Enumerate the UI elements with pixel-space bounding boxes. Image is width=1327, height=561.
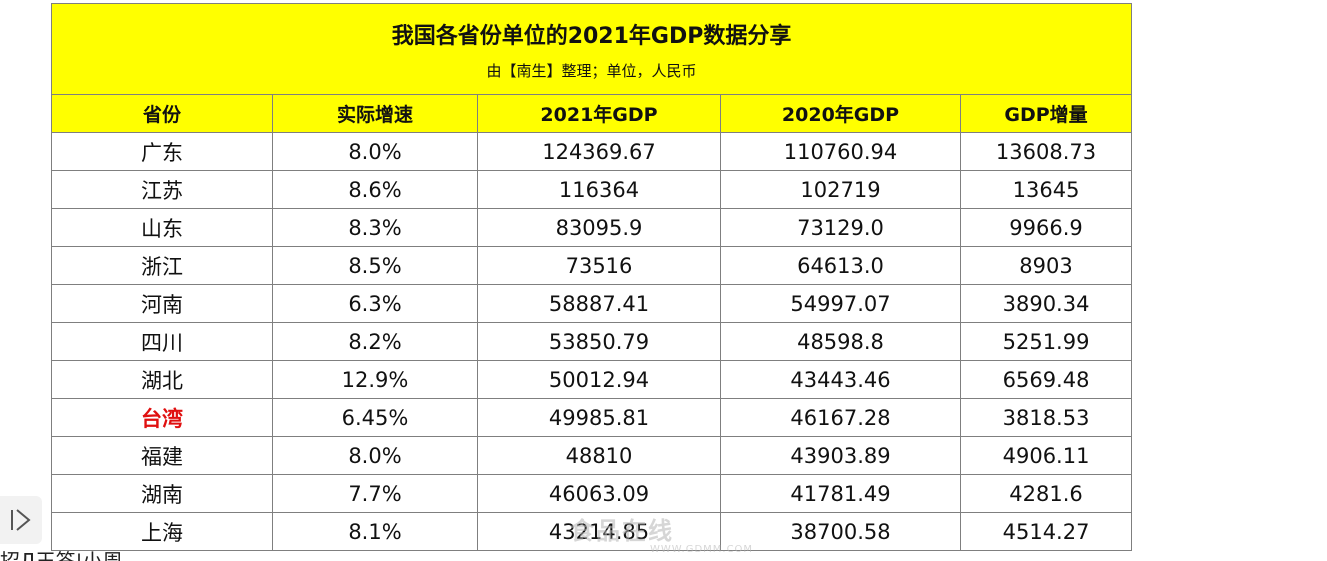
cell-growth: 8.3% <box>272 208 478 247</box>
title-row: 我国各省份单位的2021年GDP数据分享 由【南生】整理；单位，人民币 <box>50 3 1133 95</box>
cell-gdp-2021: 48810 <box>477 436 721 475</box>
cell-growth: 8.0% <box>272 436 478 475</box>
cell-province: 四川 <box>51 322 273 361</box>
cell-province: 湖北 <box>51 360 273 399</box>
cell-gdp-2021: 116364 <box>477 170 721 209</box>
cell-gdp-increase: 13645 <box>959 170 1133 209</box>
cell-gdp-increase: 3890.34 <box>959 284 1133 323</box>
header-gdp-increase: GDP增量 <box>959 94 1133 133</box>
cell-gdp-increase: 6569.48 <box>959 360 1133 399</box>
cell-province: 福建 <box>51 436 273 475</box>
table-row: 浙江 8.5% 73516 64613.0 8903 <box>51 246 1133 285</box>
table-title: 我国各省份单位的2021年GDP数据分享 <box>391 24 792 49</box>
title-cell: 我国各省份单位的2021年GDP数据分享 由【南生】整理；单位，人民币 <box>50 3 1133 95</box>
table-row: 河南 6.3% 58887.41 54997.07 3890.34 <box>51 284 1133 323</box>
cell-gdp-2020: 43903.89 <box>720 436 961 475</box>
play-outline-icon <box>11 509 31 531</box>
cell-gdp-2020: 41781.49 <box>720 474 961 513</box>
header-growth: 实际增速 <box>272 94 478 133</box>
table-row: 山东 8.3% 83095.9 73129.0 9966.9 <box>51 208 1133 247</box>
table-row: 四川 8.2% 53850.79 48598.8 5251.99 <box>51 322 1133 361</box>
cell-growth: 12.9% <box>272 360 478 399</box>
cell-gdp-increase: 13608.73 <box>959 132 1133 171</box>
cell-gdp-2021: 73516 <box>477 246 721 285</box>
cell-gdp-2020: 38700.58 <box>720 512 961 551</box>
cell-gdp-2021: 53850.79 <box>477 322 721 361</box>
cell-gdp-2021: 124369.67 <box>477 132 721 171</box>
cell-growth: 8.2% <box>272 322 478 361</box>
table-row: 广东 8.0% 124369.67 110760.94 13608.73 <box>51 132 1133 171</box>
cell-growth: 8.6% <box>272 170 478 209</box>
cell-gdp-increase: 4281.6 <box>959 474 1133 513</box>
table-row: 湖南 7.7% 46063.09 41781.49 4281.6 <box>51 474 1133 513</box>
cell-province: 广东 <box>51 132 273 171</box>
table-row: 台湾 6.45% 49985.81 46167.28 3818.53 <box>51 398 1133 437</box>
cell-province: 上海 <box>51 512 273 551</box>
header-province: 省份 <box>51 94 273 133</box>
cell-gdp-2020: 110760.94 <box>720 132 961 171</box>
sidebar-toggle-button[interactable] <box>0 496 42 544</box>
cell-gdp-increase: 3818.53 <box>959 398 1133 437</box>
cell-gdp-2020: 43443.46 <box>720 360 961 399</box>
gdp-table: 我国各省份单位的2021年GDP数据分享 由【南生】整理；单位，人民币 省份 实… <box>50 3 1133 551</box>
cell-province: 山东 <box>51 208 273 247</box>
header-row: 省份 实际增速 2021年GDP 2020年GDP GDP增量 <box>51 94 1133 133</box>
cell-gdp-increase: 5251.99 <box>959 322 1133 361</box>
table-row: 江苏 8.6% 116364 102719 13645 <box>51 170 1133 209</box>
cell-gdp-2020: 46167.28 <box>720 398 961 437</box>
cell-gdp-2020: 102719 <box>720 170 961 209</box>
cell-province: 台湾 <box>51 398 273 437</box>
cell-growth: 8.0% <box>272 132 478 171</box>
cell-growth: 6.3% <box>272 284 478 323</box>
header-gdp-2021: 2021年GDP <box>477 94 721 133</box>
bottom-caption: 招Д王答¦小周 <box>0 549 123 561</box>
cell-gdp-2020: 64613.0 <box>720 246 961 285</box>
cell-growth: 8.5% <box>272 246 478 285</box>
cell-gdp-2021: 43214.85 <box>477 512 721 551</box>
cell-gdp-increase: 4906.11 <box>959 436 1133 475</box>
table-row: 湖北 12.9% 50012.94 43443.46 6569.48 <box>51 360 1133 399</box>
cell-province: 河南 <box>51 284 273 323</box>
table-body: 广东 8.0% 124369.67 110760.94 13608.73 江苏 8.6% 11… <box>51 132 1133 551</box>
cell-gdp-2021: 49985.81 <box>477 398 721 437</box>
cell-gdp-2021: 58887.41 <box>477 284 721 323</box>
cell-province: 浙江 <box>51 246 273 285</box>
cell-province: 江苏 <box>51 170 273 209</box>
cell-growth: 6.45% <box>272 398 478 437</box>
table-row: 福建 8.0% 48810 43903.89 4906.11 <box>51 436 1133 475</box>
cell-gdp-2021: 46063.09 <box>477 474 721 513</box>
cell-gdp-increase: 4514.27 <box>959 512 1133 551</box>
cell-gdp-increase: 9966.9 <box>959 208 1133 247</box>
cell-gdp-increase: 8903 <box>959 246 1133 285</box>
cell-gdp-2020: 48598.8 <box>720 322 961 361</box>
cell-gdp-2021: 50012.94 <box>477 360 721 399</box>
cell-growth: 8.1% <box>272 512 478 551</box>
table-subtitle: 由【南生】整理；单位，人民币 <box>486 62 697 80</box>
table-row: 上海 8.1% 43214.85 38700.58 4514.27 <box>51 512 1133 551</box>
cell-gdp-2020: 54997.07 <box>720 284 961 323</box>
header-gdp-2020: 2020年GDP <box>720 94 961 133</box>
cell-province: 湖南 <box>51 474 273 513</box>
cell-growth: 7.7% <box>272 474 478 513</box>
cell-gdp-2020: 73129.0 <box>720 208 961 247</box>
cell-gdp-2021: 83095.9 <box>477 208 721 247</box>
